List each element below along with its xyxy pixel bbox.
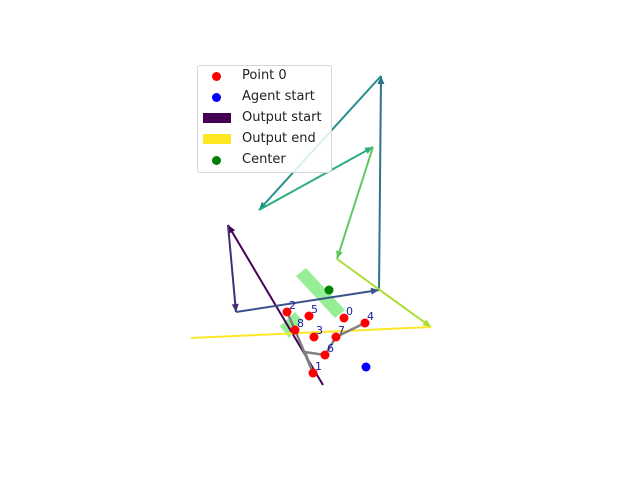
output-arrowhead <box>231 303 239 312</box>
legend-label: Output end <box>242 131 316 146</box>
output-arrowhead <box>364 147 373 154</box>
point-label: 7 <box>338 324 345 337</box>
point-label: 2 <box>289 299 296 312</box>
output-arrowhead <box>228 225 236 234</box>
output-arrowhead <box>370 287 379 295</box>
legend-marker <box>212 72 221 81</box>
legend-marker <box>203 113 231 123</box>
point-label: 1 <box>315 360 322 373</box>
legend-label: Center <box>242 152 286 167</box>
legend-item-output-end: Output end <box>198 129 331 150</box>
output-segment <box>235 289 380 313</box>
legend-marker <box>203 134 231 144</box>
region-shape <box>296 268 345 318</box>
output-segment <box>336 258 432 328</box>
point-label: 5 <box>311 303 318 316</box>
legend-item-agent-start: Agent start <box>198 87 331 108</box>
output-arrowhead <box>422 319 431 327</box>
legend-item-output-start: Output start <box>198 108 331 129</box>
legend-label: Agent start <box>242 89 315 104</box>
legend-item-point: Point 0 <box>198 66 331 87</box>
point-marker <box>304 311 314 321</box>
points-layer: 0 1 2 3 4 5 67 8 <box>282 285 374 378</box>
center-marker <box>324 285 334 295</box>
output-segment <box>227 224 237 313</box>
legend-label: Point 0 <box>242 68 287 83</box>
output-segment <box>190 326 432 339</box>
region-shape <box>280 312 302 338</box>
point-marker <box>320 350 330 360</box>
region-layer <box>280 268 345 338</box>
output-segment <box>336 146 374 260</box>
point-label: 4 <box>367 310 374 323</box>
point-marker <box>339 313 349 323</box>
point-label: 3 <box>316 324 323 337</box>
point-marker <box>308 368 318 378</box>
point-marker <box>290 325 300 335</box>
legend-marker <box>212 156 221 165</box>
legend-marker <box>212 93 221 102</box>
legend-label: Output start <box>242 110 322 125</box>
point-marker <box>309 332 319 342</box>
point-marker <box>282 307 292 317</box>
legend: Point 0 Agent start Output start Output … <box>197 65 332 173</box>
point-marker <box>360 318 370 328</box>
point-marker <box>331 332 341 342</box>
output-segment <box>258 146 374 211</box>
agent-start-marker <box>361 362 371 372</box>
point-label: 6 <box>327 342 334 355</box>
output-segment <box>378 75 382 291</box>
point-label: 8 <box>297 317 304 330</box>
output-arrowhead <box>377 76 385 85</box>
output-arrowhead <box>336 250 343 259</box>
point-label: 0 <box>346 305 353 318</box>
legend-item-center: Center <box>198 150 331 171</box>
